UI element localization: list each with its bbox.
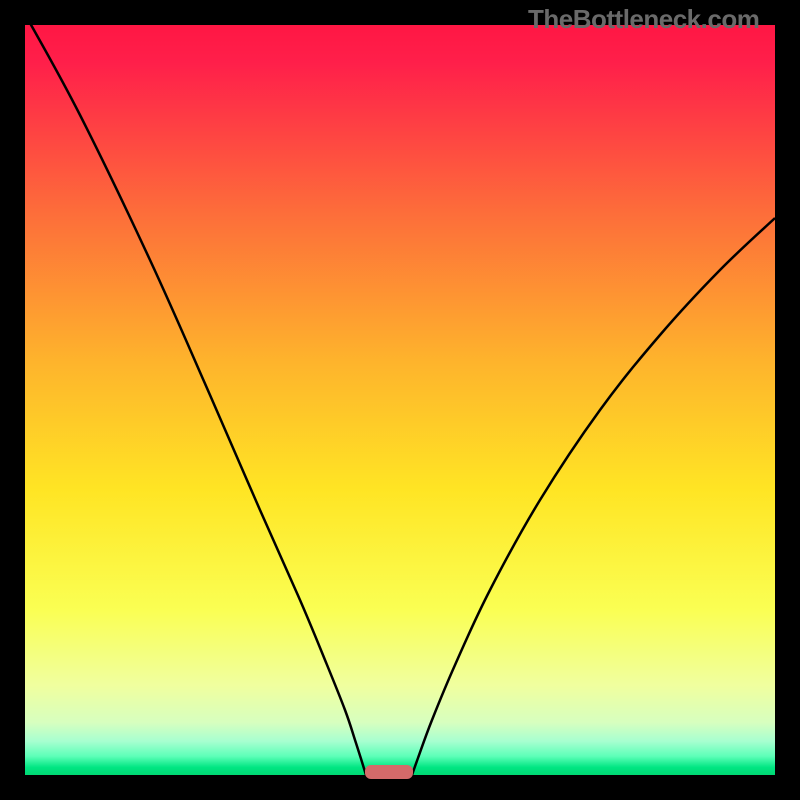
watermark-text: TheBottleneck.com — [528, 4, 759, 35]
optimal-marker — [365, 765, 413, 779]
left-curve — [25, 14, 366, 775]
bottleneck-curves — [0, 0, 800, 800]
right-curve — [412, 218, 775, 775]
